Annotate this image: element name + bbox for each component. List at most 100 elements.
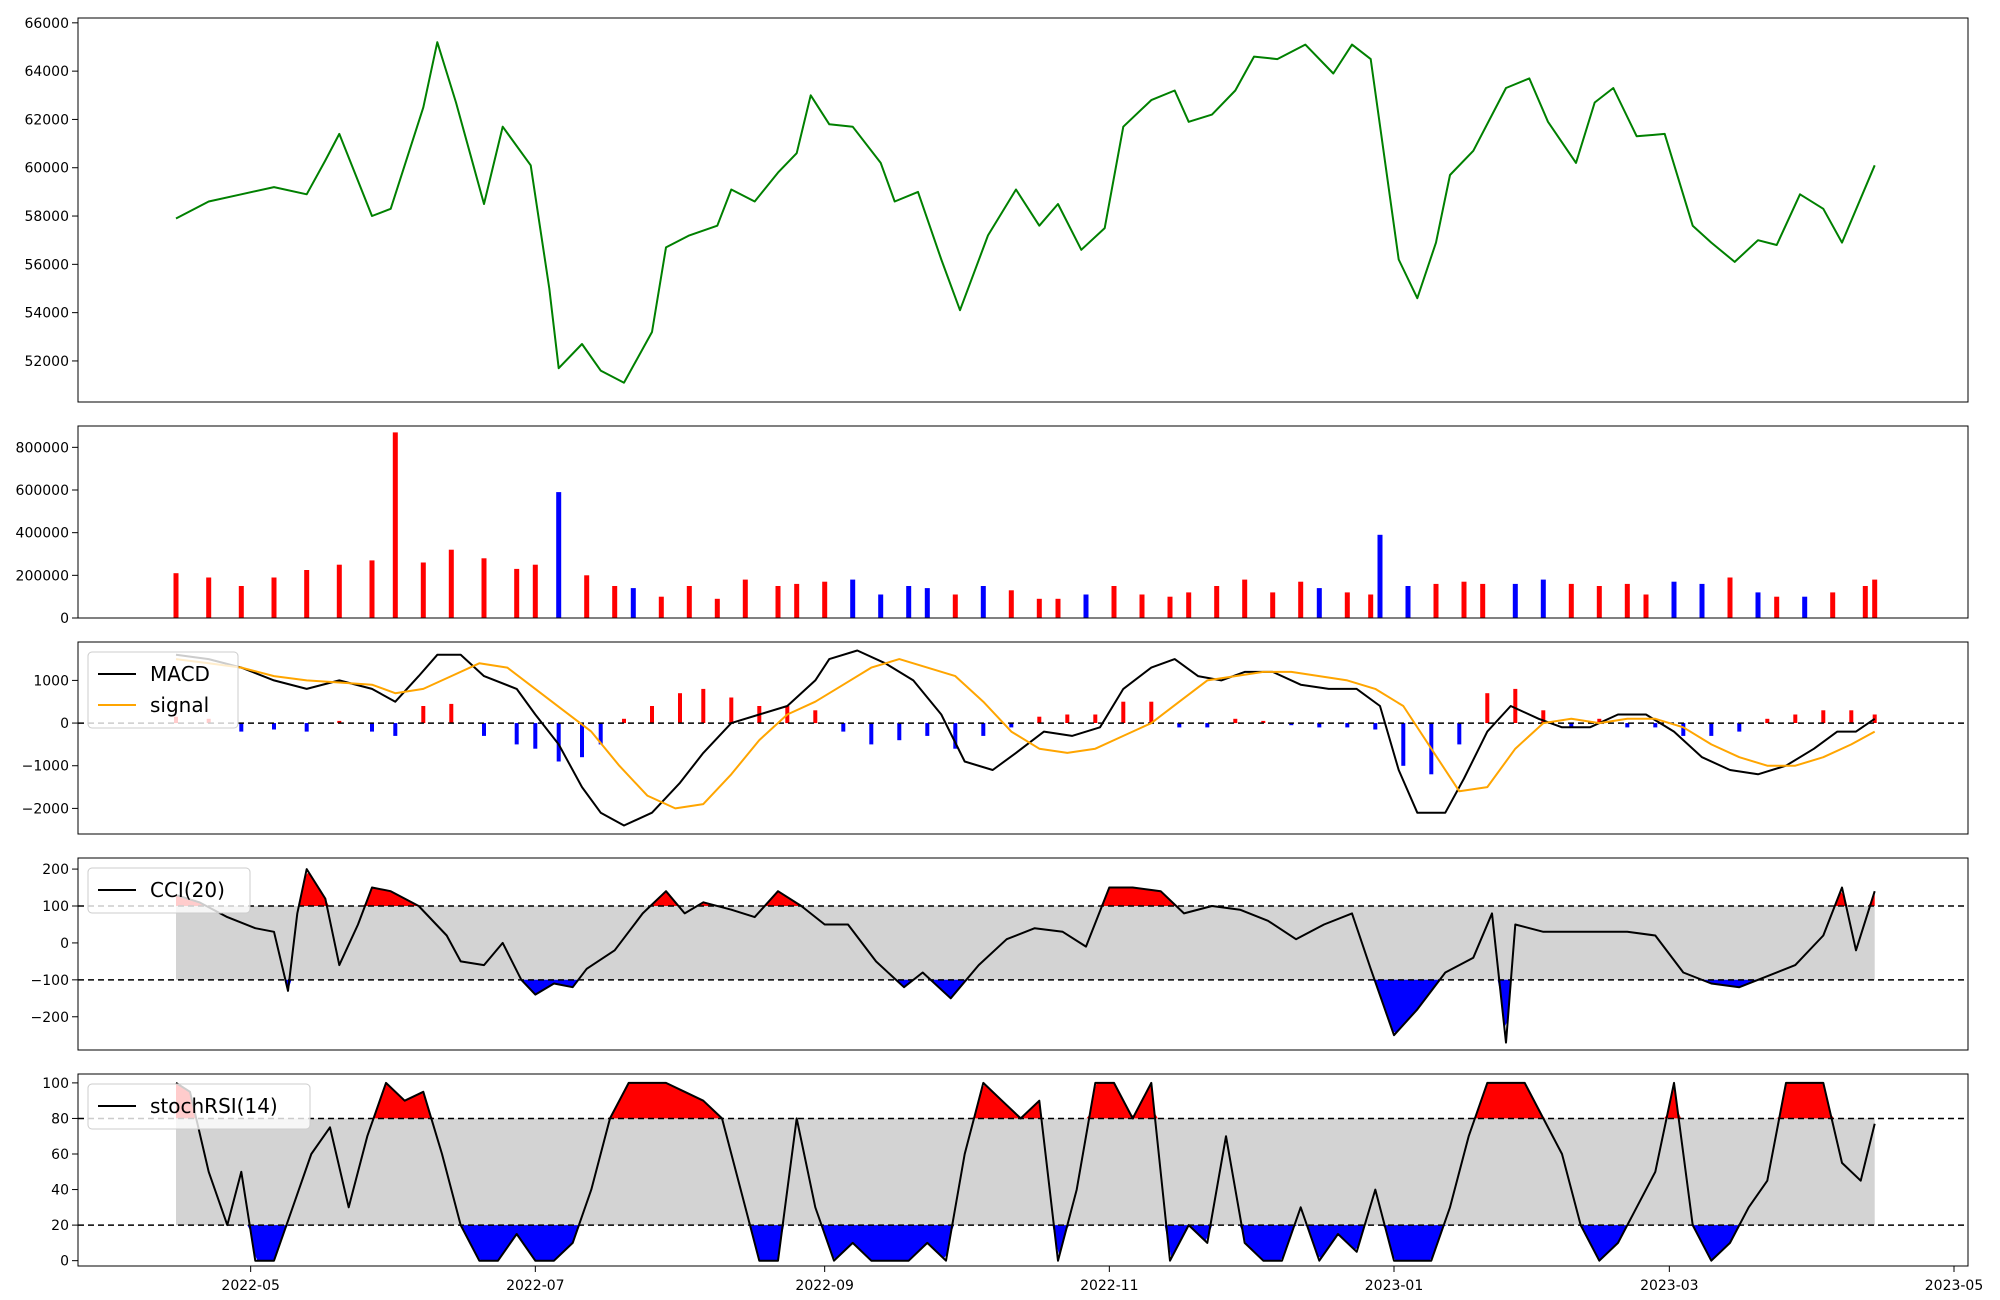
x-axis: 2022-05 2022-07 2022-09 2022-11 2023-01 2023-…: [221, 1266, 1983, 1294]
x-tick-label: 2022-05: [221, 1278, 280, 1294]
macd-histogram-bar: [1149, 701, 1154, 723]
x-tick-label: 2022-09: [795, 1278, 854, 1294]
y-tick-label: −2000: [22, 801, 69, 817]
legend-box: [87, 651, 239, 729]
macd-line: [175, 649, 1876, 827]
volume-bar: [1377, 534, 1383, 618]
y-tick-label: 0: [60, 1254, 69, 1270]
macd-histogram-bar: [1289, 723, 1294, 726]
volume-bar: [1774, 596, 1780, 618]
volume-bar: [514, 568, 520, 618]
y-tick-label: 200000: [16, 568, 69, 584]
volume-bar: [612, 586, 618, 618]
macd-histogram-bar: [1597, 718, 1602, 724]
macd-histogram-bar: [1541, 710, 1546, 724]
macd-histogram-bar: [701, 688, 706, 723]
macd-histogram-bar: [533, 723, 538, 749]
volume-bar: [1298, 581, 1304, 618]
macd-histogram-bar: [482, 723, 486, 736]
volume-bar: [392, 432, 398, 618]
volume-bar: [630, 588, 636, 618]
y-tick-label: 58000: [24, 209, 69, 225]
macd-histogram-bar: [678, 693, 682, 724]
volume-bar: [1862, 586, 1868, 618]
volume-bar: [1055, 598, 1061, 618]
cci-panel: −200 −100 0 100 200 CCI(20): [31, 857, 1969, 1051]
y-tick-label: 0: [60, 716, 69, 732]
macd-histogram-bar: [925, 723, 930, 736]
panel-frame: [77, 17, 1969, 403]
volume-bar: [238, 586, 244, 618]
x-tick-label: 2022-07: [506, 1278, 565, 1294]
volume-bar: [1433, 583, 1439, 618]
macd-histogram-bar: [1093, 714, 1098, 723]
y-tick-label: −1000: [22, 759, 69, 775]
macd-histogram-bar: [1205, 723, 1210, 728]
macd-histogram-bar: [650, 706, 654, 724]
macd-histogram-bar: [1373, 723, 1378, 730]
x-tick-label: 2022-11: [1080, 1278, 1139, 1294]
macd-histogram-bar: [1681, 723, 1686, 736]
volume-bar: [742, 579, 748, 618]
y-tick-label: 60000: [24, 161, 69, 177]
volume-bar: [952, 594, 958, 618]
legend-label: CCI(20): [150, 878, 225, 902]
macd-histogram-bar: [1009, 723, 1014, 728]
macd-histogram-bar: [953, 723, 958, 749]
macd-histogram-bar: [1625, 723, 1630, 728]
macd-histogram-bar: [1513, 688, 1518, 723]
y-tick-label: 80: [51, 1111, 69, 1127]
volume-bar: [1596, 586, 1602, 618]
volume-bar: [304, 570, 310, 618]
volume-bar: [794, 583, 800, 618]
volume-bar: [1755, 592, 1761, 618]
volume-bar: [206, 577, 212, 618]
volume-bar: [1167, 596, 1173, 618]
x-tick-label: 2023-01: [1365, 1278, 1424, 1294]
macd-histogram-bar: [337, 720, 342, 723]
macd-histogram-bar: [897, 723, 902, 741]
y-tick-label: 800000: [16, 440, 69, 456]
volume-bar: [1624, 583, 1630, 618]
cci-line: [175, 868, 1876, 1044]
macd-histogram-bar: [1261, 720, 1266, 723]
volume-bar: [1139, 594, 1145, 618]
volume-bar: [1480, 583, 1486, 618]
macd-histogram-bar: [1793, 714, 1798, 723]
macd-histogram-bar: [981, 723, 986, 736]
macd-histogram-bar: [622, 718, 626, 724]
macd-histogram-bar: [304, 723, 309, 732]
macd-histogram-bar: [1121, 701, 1126, 723]
macd-histogram-bar: [514, 723, 519, 745]
volume-bar: [686, 586, 692, 618]
y-tick-label: −200: [31, 1010, 69, 1026]
macd-histogram-bar: [1737, 723, 1742, 732]
y-tick-label: 100: [42, 899, 69, 915]
macd-histogram-bar: [1457, 723, 1462, 745]
legend-label: stochRSI(14): [150, 1094, 278, 1118]
volume-bar: [1540, 579, 1546, 618]
macd-histogram-bar: [813, 710, 818, 724]
y-tick-label: 1000: [33, 673, 69, 689]
panel-frame: [77, 857, 1969, 1051]
macd-histogram-bar: [556, 723, 561, 762]
y-tick-label: 64000: [24, 64, 69, 80]
macd-histogram-bar: [1821, 710, 1826, 724]
macd-histogram-bar: [370, 723, 374, 732]
volume-bar: [420, 562, 426, 618]
volume-bar: [1802, 596, 1808, 618]
y-tick-label: 66000: [24, 16, 69, 32]
volume-bar: [906, 586, 912, 618]
volume-bar: [775, 586, 781, 618]
volume-bar: [1111, 586, 1117, 618]
macd-histogram-bar: [1653, 723, 1658, 728]
macd-histogram-bar: [1485, 693, 1490, 724]
volume-bar: [173, 573, 179, 618]
macd-histogram-bar: [1569, 723, 1574, 728]
volume-bar: [369, 560, 375, 618]
y-tick-label: −100: [31, 973, 69, 989]
y-tick-label: 40: [51, 1183, 69, 1199]
legend-label: signal: [150, 693, 209, 717]
y-tick-label: 62000: [24, 112, 69, 128]
